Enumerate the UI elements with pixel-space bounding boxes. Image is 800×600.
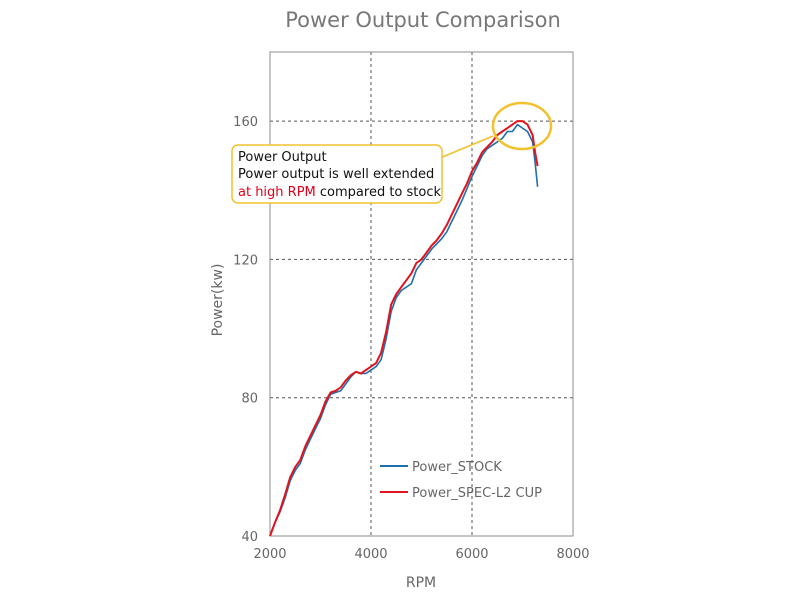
x-axis-label: RPM: [406, 575, 436, 591]
y-tick-label: 80: [241, 392, 258, 407]
callout-highlight-text: at high RPM: [238, 185, 316, 200]
highlight-circle: [491, 101, 553, 151]
x-axis-ticks: 2000 4000 6000 8000: [253, 547, 589, 562]
legend: Power_STOCK Power_SPEC-L2 CUP: [380, 460, 542, 501]
x-tick-label: 8000: [556, 547, 589, 562]
y-axis-label: Power(kw): [210, 264, 226, 337]
callout-rest-text: compared to stock: [316, 185, 442, 200]
y-axis-ticks: 40 80 120 160: [233, 115, 258, 545]
x-tick-label: 4000: [354, 547, 387, 562]
grid-lines: [270, 52, 573, 536]
callout-line-2: Power output is well extended: [238, 167, 434, 182]
plot-area-frame: [269, 51, 574, 537]
x-tick-label: 2000: [253, 547, 286, 562]
x-tick-label: 6000: [455, 547, 488, 562]
callout-title: Power Output: [238, 150, 327, 165]
callout-annotation: Power Output Power output is well extend…: [231, 101, 553, 204]
y-tick-label: 160: [233, 115, 258, 130]
legend-label-stock: Power_STOCK: [412, 460, 502, 475]
chart-title: Power Output Comparison: [285, 8, 561, 32]
legend-label-spec-l2-cup: Power_SPEC-L2 CUP: [412, 486, 542, 501]
series-line-power-spec-l2-cup: [269, 120, 539, 537]
callout-line-3: at high RPM compared to stock: [238, 185, 441, 200]
y-tick-label: 120: [233, 253, 258, 268]
series-line-power-stock: [269, 123, 539, 537]
series-layer: [269, 120, 539, 537]
callout-box: [231, 144, 443, 204]
callout-leader-line: [439, 135, 494, 159]
y-tick-label: 40: [241, 530, 258, 545]
